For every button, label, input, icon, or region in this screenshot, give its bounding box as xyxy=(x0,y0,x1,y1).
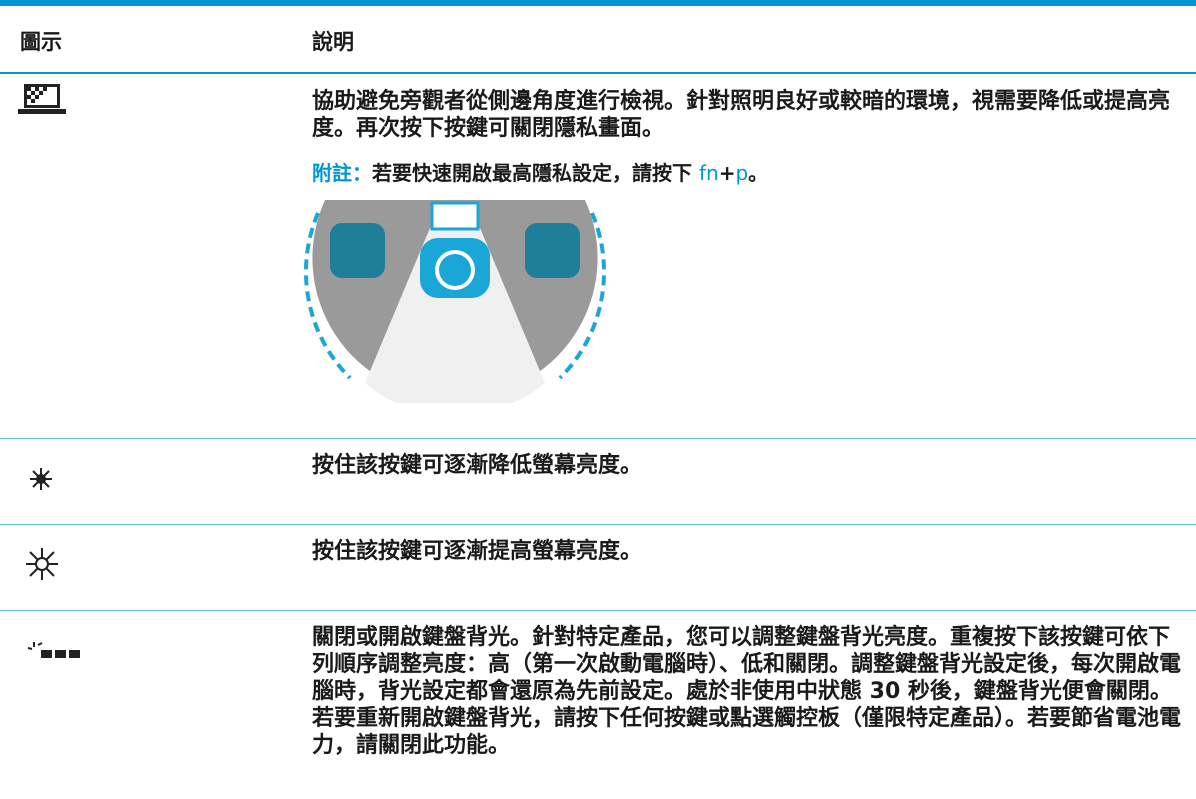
row-description: 按住該按鍵可逐漸提高螢幕亮度。 xyxy=(312,539,643,564)
header-description: 說明 xyxy=(312,30,354,54)
key: fn xyxy=(698,161,719,185)
keyboard-backlight-icon xyxy=(27,642,80,658)
key: p xyxy=(735,161,749,185)
row-rule xyxy=(0,610,1196,611)
row-rule xyxy=(0,524,1196,525)
note-end: 。 xyxy=(748,161,769,185)
brightness-up-icon xyxy=(26,548,58,580)
note-label: 附註： xyxy=(312,161,372,185)
privacy-illustration xyxy=(303,200,607,403)
plus: + xyxy=(718,161,736,185)
row-description: 協助避免旁觀者從側邊角度進行檢視。針對照明良好或較暗的環境，視需要降低或提高亮度… xyxy=(312,89,1171,141)
privacy-icon xyxy=(18,84,66,114)
row-description: 關閉或開啟鍵盤背光。針對特定產品，您可以調整鍵盤背光亮度。重複按下該按鍵可依下列… xyxy=(312,625,1182,758)
top-bar xyxy=(0,0,1196,6)
note-text: 若要快速開啟最高隱私設定，請按下 xyxy=(372,161,699,185)
row-rule xyxy=(0,438,1196,439)
note: 附註：若要快速開啟最高隱私設定，請按下 fn+p。 xyxy=(312,157,768,186)
brightness-down-icon xyxy=(30,468,52,490)
header-rule xyxy=(0,72,1196,74)
row-description: 按住該按鍵可逐漸降低螢幕亮度。 xyxy=(312,453,643,478)
header-icon: 圖示 xyxy=(20,30,62,54)
